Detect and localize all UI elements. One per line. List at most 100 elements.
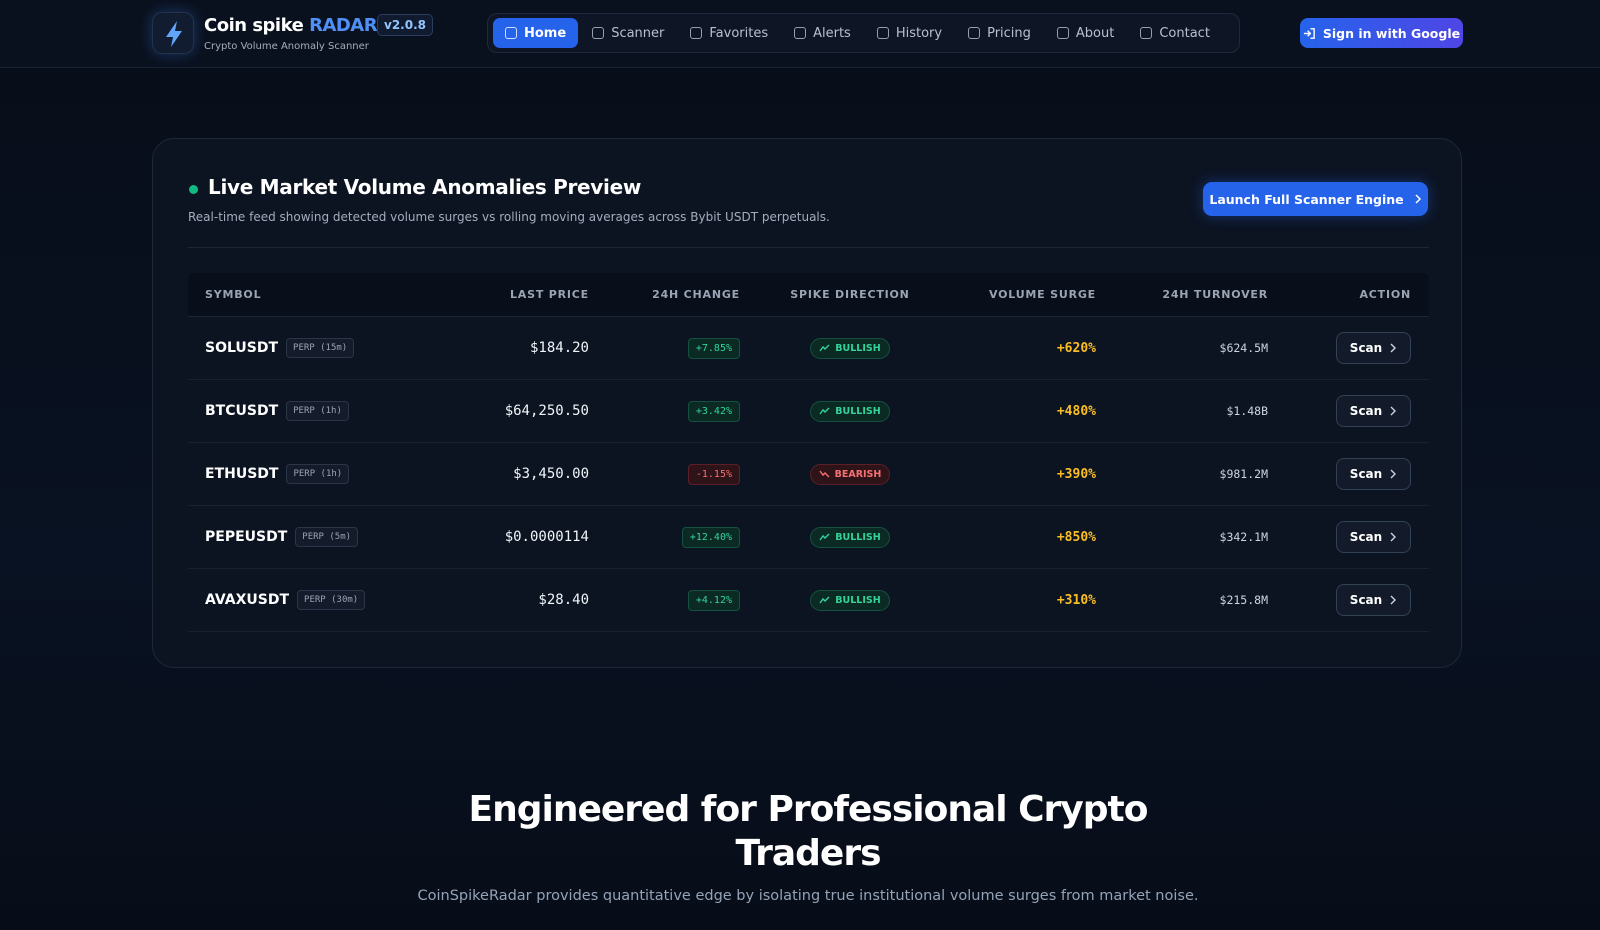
table-row: ETHUSDT PERP (1h) $3,450.00 -1.15% BEARISH +3…	[188, 443, 1429, 506]
scan-label: Scan	[1349, 341, 1383, 355]
volume-surge: +480%	[1056, 403, 1096, 419]
section-subtitle: CoinSpikeRadar provides quantitative edg…	[417, 888, 1199, 904]
scan-button[interactable]: Scan	[1336, 332, 1411, 364]
change-badge: +3.42%	[687, 400, 740, 422]
sign-in-button[interactable]: Sign in with Google	[1300, 18, 1463, 48]
scan-label: Scan	[1349, 530, 1383, 544]
direction-label: BULLISH	[835, 531, 881, 543]
nav-label: Home	[524, 25, 567, 41]
change-badge: +4.12%	[687, 589, 740, 611]
nav-item[interactable]: History	[865, 18, 954, 48]
preview-title: Live Market Volume Anomalies Preview	[208, 175, 642, 199]
symbol-cell: ETHUSDT PERP (1h)	[188, 464, 418, 484]
symbol: SOLUSDT	[205, 340, 279, 356]
nav-label: History	[895, 25, 943, 41]
nav-label: Alerts	[813, 25, 851, 41]
nav-item[interactable]: Alerts	[782, 18, 863, 48]
direction-label: BULLISH	[835, 594, 881, 606]
brand-name: Coin spike	[204, 15, 304, 36]
nav-icon	[876, 27, 889, 39]
trend-icon	[819, 596, 830, 604]
perp-tag: PERP (1h)	[286, 401, 349, 421]
change-badge: +12.40%	[681, 526, 740, 548]
nav-icon	[794, 27, 807, 39]
launch-label: Launch Full Scanner Engine	[1209, 191, 1404, 207]
trend-icon	[819, 407, 830, 415]
perp-tag: PERP (1h)	[286, 464, 350, 484]
live-dot	[189, 185, 198, 194]
direction-badge: BEARISH	[809, 463, 891, 485]
chevron	[1390, 343, 1397, 353]
symbol: PEPEUSDT	[205, 529, 288, 545]
column-header: SPIKE DIRECTION	[790, 288, 910, 301]
table-row: AVAXUSDT PERP (30m) $28.40 +4.12% BULLISH +31…	[188, 569, 1429, 632]
column-header: 24H CHANGE	[652, 288, 740, 301]
chevron	[1390, 469, 1397, 479]
column-header: VOLUME SURGE	[989, 288, 1096, 301]
nav-label: About	[1075, 25, 1115, 41]
scan-label: Scan	[1349, 467, 1383, 481]
header: Coin spike RADAR v2.0.8 Crypto Volume An…	[0, 0, 1600, 68]
anomaly-table: SYMBOL LAST PRICE 24H CHANGE SPIKE DIRECTIO…	[188, 273, 1429, 632]
direction-label: BULLISH	[835, 342, 881, 354]
scan-button[interactable]: Scan	[1336, 521, 1411, 553]
symbol-cell: PEPEUSDT PERP (5m)	[188, 527, 418, 547]
turnover: $1.48B	[1226, 404, 1268, 418]
nav-icon	[505, 27, 517, 39]
column-header: ACTION	[1359, 288, 1411, 301]
nav-icon	[968, 27, 981, 39]
turnover: $215.8M	[1219, 593, 1268, 607]
chevron	[1390, 532, 1397, 542]
trend-icon	[819, 470, 830, 478]
scan-label: Scan	[1349, 404, 1383, 418]
direction-badge: BULLISH	[810, 400, 890, 422]
turnover: $981.2M	[1219, 467, 1268, 481]
perp-tag: PERP (5m)	[295, 527, 359, 547]
nav-icon	[1140, 27, 1153, 39]
trend-icon	[819, 533, 830, 541]
perp-tag: PERP (15m)	[286, 338, 355, 358]
symbol: BTCUSDT	[205, 403, 279, 419]
last-price: $64,250.50	[504, 403, 589, 419]
launch-button[interactable]: Launch Full Scanner Engine	[1203, 182, 1428, 216]
nav-item[interactable]: Pricing	[956, 18, 1043, 48]
tagline: Crypto Volume Anomaly Scanner	[204, 41, 369, 52]
column-header: SYMBOL	[205, 288, 262, 301]
scan-button[interactable]: Scan	[1336, 458, 1411, 490]
trend-icon	[819, 344, 830, 352]
logo[interactable]	[152, 12, 194, 54]
change-badge: -1.15%	[687, 463, 740, 485]
symbol: ETHUSDT	[205, 466, 279, 482]
last-price: $28.40	[538, 592, 589, 608]
nav-item[interactable]: Contact	[1128, 18, 1222, 48]
volume-surge: +850%	[1056, 529, 1096, 545]
volume-surge: +310%	[1056, 592, 1096, 608]
chevron	[1390, 406, 1397, 416]
nav-item[interactable]: Favorites	[678, 18, 780, 48]
nav-icon	[1056, 27, 1069, 39]
brand-accent: RADAR	[309, 15, 378, 36]
last-price: $184.20	[529, 340, 589, 356]
nav-icon	[592, 27, 605, 39]
chevron	[1390, 595, 1397, 605]
column-header: 24H TURNOVER	[1162, 288, 1268, 301]
sign-in-icon	[1303, 27, 1315, 39]
column-header: LAST PRICE	[510, 288, 589, 301]
direction-badge: BULLISH	[810, 337, 890, 359]
chevron	[1415, 194, 1421, 204]
nav-item[interactable]: Home	[493, 18, 579, 48]
nav-label: Pricing	[987, 25, 1031, 41]
scan-button[interactable]: Scan	[1336, 584, 1411, 616]
last-price: $3,450.00	[513, 466, 589, 482]
direction-label: BULLISH	[835, 405, 881, 417]
turnover: $624.5M	[1219, 341, 1268, 355]
table-header: SYMBOL LAST PRICE 24H CHANGE SPIKE DIRECTIO…	[188, 273, 1429, 317]
nav-item[interactable]: Scanner	[580, 18, 676, 48]
nav-item[interactable]: About	[1045, 18, 1126, 48]
perp-tag: PERP (30m)	[297, 590, 366, 610]
scan-label: Scan	[1349, 593, 1383, 607]
scan-button[interactable]: Scan	[1336, 395, 1411, 427]
direction-label: BEARISH	[834, 468, 882, 480]
